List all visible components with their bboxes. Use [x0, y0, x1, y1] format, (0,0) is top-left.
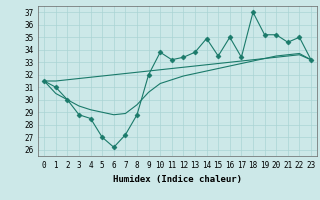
X-axis label: Humidex (Indice chaleur): Humidex (Indice chaleur) [113, 175, 242, 184]
